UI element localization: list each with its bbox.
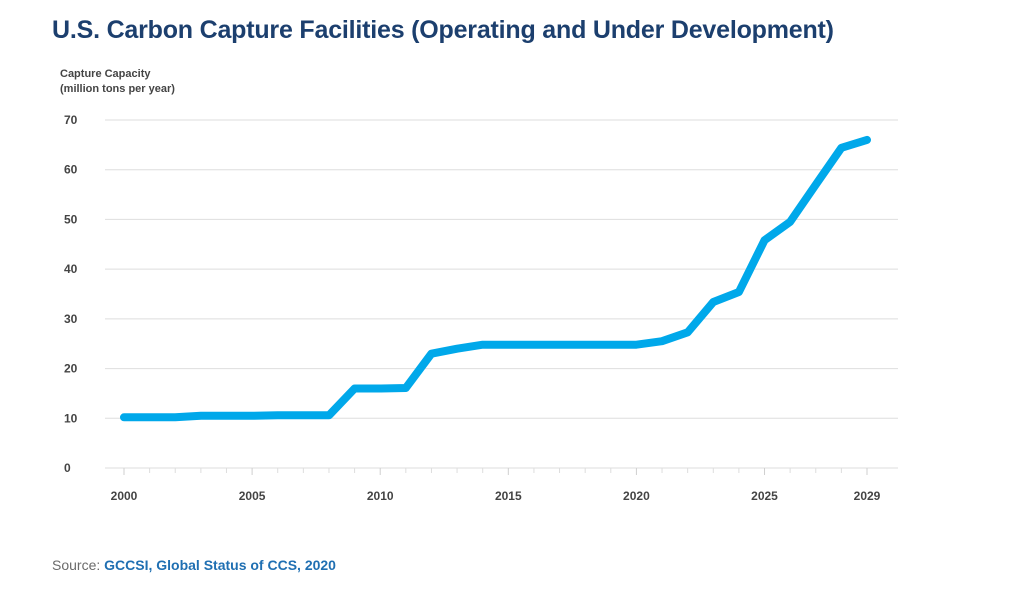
source-link[interactable]: GCCSI, Global Status of CCS, 2020 <box>104 557 336 573</box>
y-tick-label: 50 <box>64 212 78 226</box>
y-tick-label: 0 <box>64 461 71 475</box>
series-line-0 <box>120 135 871 422</box>
y-tick-label: 10 <box>64 411 78 425</box>
y-tick-labels: 0 10 20 30 40 50 60 70 <box>64 113 78 475</box>
x-tick-label: 2015 <box>495 489 522 503</box>
y-tick-label: 40 <box>64 262 78 276</box>
x-tick-label: 2010 <box>367 489 394 503</box>
y-tick-label: 30 <box>64 312 78 326</box>
y-axis-label-line1: Capture Capacity <box>60 68 151 80</box>
x-tick-label: 2025 <box>751 489 778 503</box>
x-tick-label: 2000 <box>111 489 138 503</box>
y-axis-label-line2: (million tons per year) <box>60 83 175 95</box>
y-tick-label: 70 <box>64 113 78 127</box>
x-tick-label: 2020 <box>623 489 650 503</box>
series-group <box>120 135 871 422</box>
y-tick-label: 60 <box>64 163 78 177</box>
source-note: Source: GCCSI, Global Status of CCS, 202… <box>52 557 336 573</box>
x-axis-ticks: 2000 2005 2010 2015 2020 2025 2029 <box>111 468 881 503</box>
source-label: Source: <box>52 557 101 573</box>
chart-title: U.S. Carbon Capture Facilities (Operatin… <box>52 16 834 44</box>
x-tick-label: 2029 <box>854 489 881 503</box>
y-tick-label: 20 <box>64 362 78 376</box>
x-tick-label: 2005 <box>239 489 266 503</box>
